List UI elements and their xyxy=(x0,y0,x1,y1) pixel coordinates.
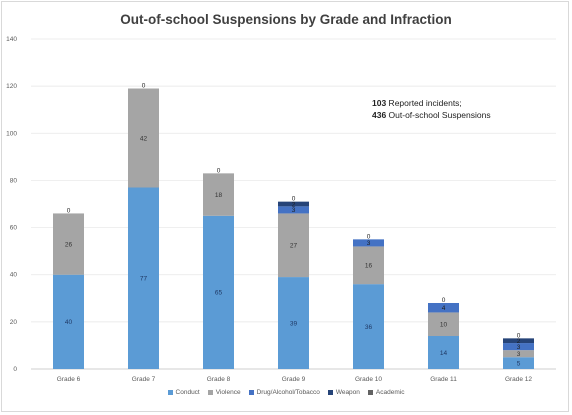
data-label: 0 xyxy=(442,297,446,304)
suspensions-label: Out-of-school Suspensions xyxy=(386,110,491,120)
bar-conduct-3 xyxy=(278,277,309,369)
legend-label: Violence xyxy=(215,389,241,396)
data-label: 36 xyxy=(365,324,373,331)
data-label: 18 xyxy=(215,192,223,199)
data-label: 27 xyxy=(290,243,298,250)
bar-weapon-6 xyxy=(503,338,534,344)
data-label: 3 xyxy=(292,207,296,214)
legend-entry: Academic xyxy=(367,389,405,396)
bar-conduct-5 xyxy=(428,336,459,369)
bar-conduct-6 xyxy=(503,357,534,369)
y-tick-label: 100 xyxy=(6,130,17,137)
y-tick-label: 60 xyxy=(10,225,18,232)
chart-annotation: 103 Reported incidents; 436 Out-of-schoo… xyxy=(372,97,491,121)
data-label: 3 xyxy=(367,240,371,247)
data-label: 2 xyxy=(292,201,296,208)
legend-swatch xyxy=(167,389,173,395)
suspensions-line: 436 Out-of-school Suspensions xyxy=(372,109,491,121)
bar-conduct-1 xyxy=(128,187,159,369)
data-label: 26 xyxy=(65,241,73,248)
data-label: 0 xyxy=(142,83,146,90)
data-label: 42 xyxy=(140,135,148,142)
data-label: 4 xyxy=(442,305,446,312)
legend-entry: Conduct xyxy=(167,389,200,396)
y-tick-label: 80 xyxy=(10,177,18,184)
x-tick-label: Grade 8 xyxy=(207,376,231,383)
legend-swatch xyxy=(327,389,333,395)
legend-label: Weapon xyxy=(335,389,360,396)
data-label: 0 xyxy=(67,207,71,214)
bar-violence-4 xyxy=(353,246,384,285)
data-label: 77 xyxy=(140,276,148,283)
data-label: 5 xyxy=(517,360,521,367)
legend-swatch xyxy=(367,389,373,395)
data-label: 16 xyxy=(365,263,373,270)
data-label: 0 xyxy=(367,233,371,240)
data-label: 2 xyxy=(517,338,521,345)
y-tick-label: 40 xyxy=(10,272,18,279)
bar-violence-3 xyxy=(278,213,309,278)
data-label: 10 xyxy=(440,322,448,329)
x-tick-label: Grade 11 xyxy=(430,376,457,383)
y-tick-label: 20 xyxy=(10,319,18,326)
bar-drug-alcohol-tobacco-5 xyxy=(428,303,459,313)
bar-violence-1 xyxy=(128,88,159,188)
bar-weapon-3 xyxy=(278,201,309,207)
incidents-count: 103 xyxy=(372,98,387,108)
x-tick-label: Grade 10 xyxy=(355,376,382,383)
legend-entry: Violence xyxy=(207,389,241,396)
chart-legend: Conduct Violence Drug/Alcohol/Tobacco Weapo… xyxy=(0,389,572,396)
data-label: 3 xyxy=(517,344,521,351)
data-label: 0 xyxy=(217,167,221,174)
chart-title: Out-of-school Suspensions by Grade and I… xyxy=(120,12,452,27)
bar-conduct-2 xyxy=(203,215,234,369)
x-tick-label: Grade 7 xyxy=(132,376,156,383)
x-tick-label: Grade 6 xyxy=(57,376,81,383)
legend-entry: Drug/Alcohol/Tobacco xyxy=(248,389,320,396)
data-label: 3 xyxy=(517,351,521,358)
data-label: 0 xyxy=(517,332,521,339)
incidents-label: Reported incidents; xyxy=(386,98,462,108)
data-label: 40 xyxy=(65,319,73,326)
legend-entry: Weapon xyxy=(327,389,360,396)
bar-drug-alcohol-tobacco-6 xyxy=(503,343,534,351)
x-tick-label: Grade 12 xyxy=(505,376,532,383)
legend-label: Drug/Alcohol/Tobacco xyxy=(256,389,320,396)
legend-swatch xyxy=(248,389,254,395)
data-label: 65 xyxy=(215,290,223,297)
data-label: 39 xyxy=(290,320,298,327)
suspensions-count: 436 xyxy=(372,110,387,120)
y-tick-label: 140 xyxy=(6,36,17,43)
bar-conduct-4 xyxy=(353,284,384,369)
bar-violence-6 xyxy=(503,350,534,358)
data-label: 0 xyxy=(292,196,296,203)
bar-violence-2 xyxy=(203,173,234,216)
incidents-line: 103 Reported incidents; xyxy=(372,97,491,109)
bar-violence-0 xyxy=(53,213,84,275)
legend-swatch xyxy=(207,389,213,395)
bar-conduct-0 xyxy=(53,274,84,369)
x-tick-label: Grade 9 xyxy=(282,376,306,383)
y-tick-label: 0 xyxy=(13,366,17,373)
legend-label: Conduct xyxy=(175,389,200,396)
bar-violence-5 xyxy=(428,312,459,336)
bar-drug-alcohol-tobacco-3 xyxy=(278,206,309,214)
y-tick-label: 120 xyxy=(6,83,17,90)
data-label: 14 xyxy=(440,350,448,357)
legend-label: Academic xyxy=(375,389,405,396)
bar-drug-alcohol-tobacco-4 xyxy=(353,239,384,247)
